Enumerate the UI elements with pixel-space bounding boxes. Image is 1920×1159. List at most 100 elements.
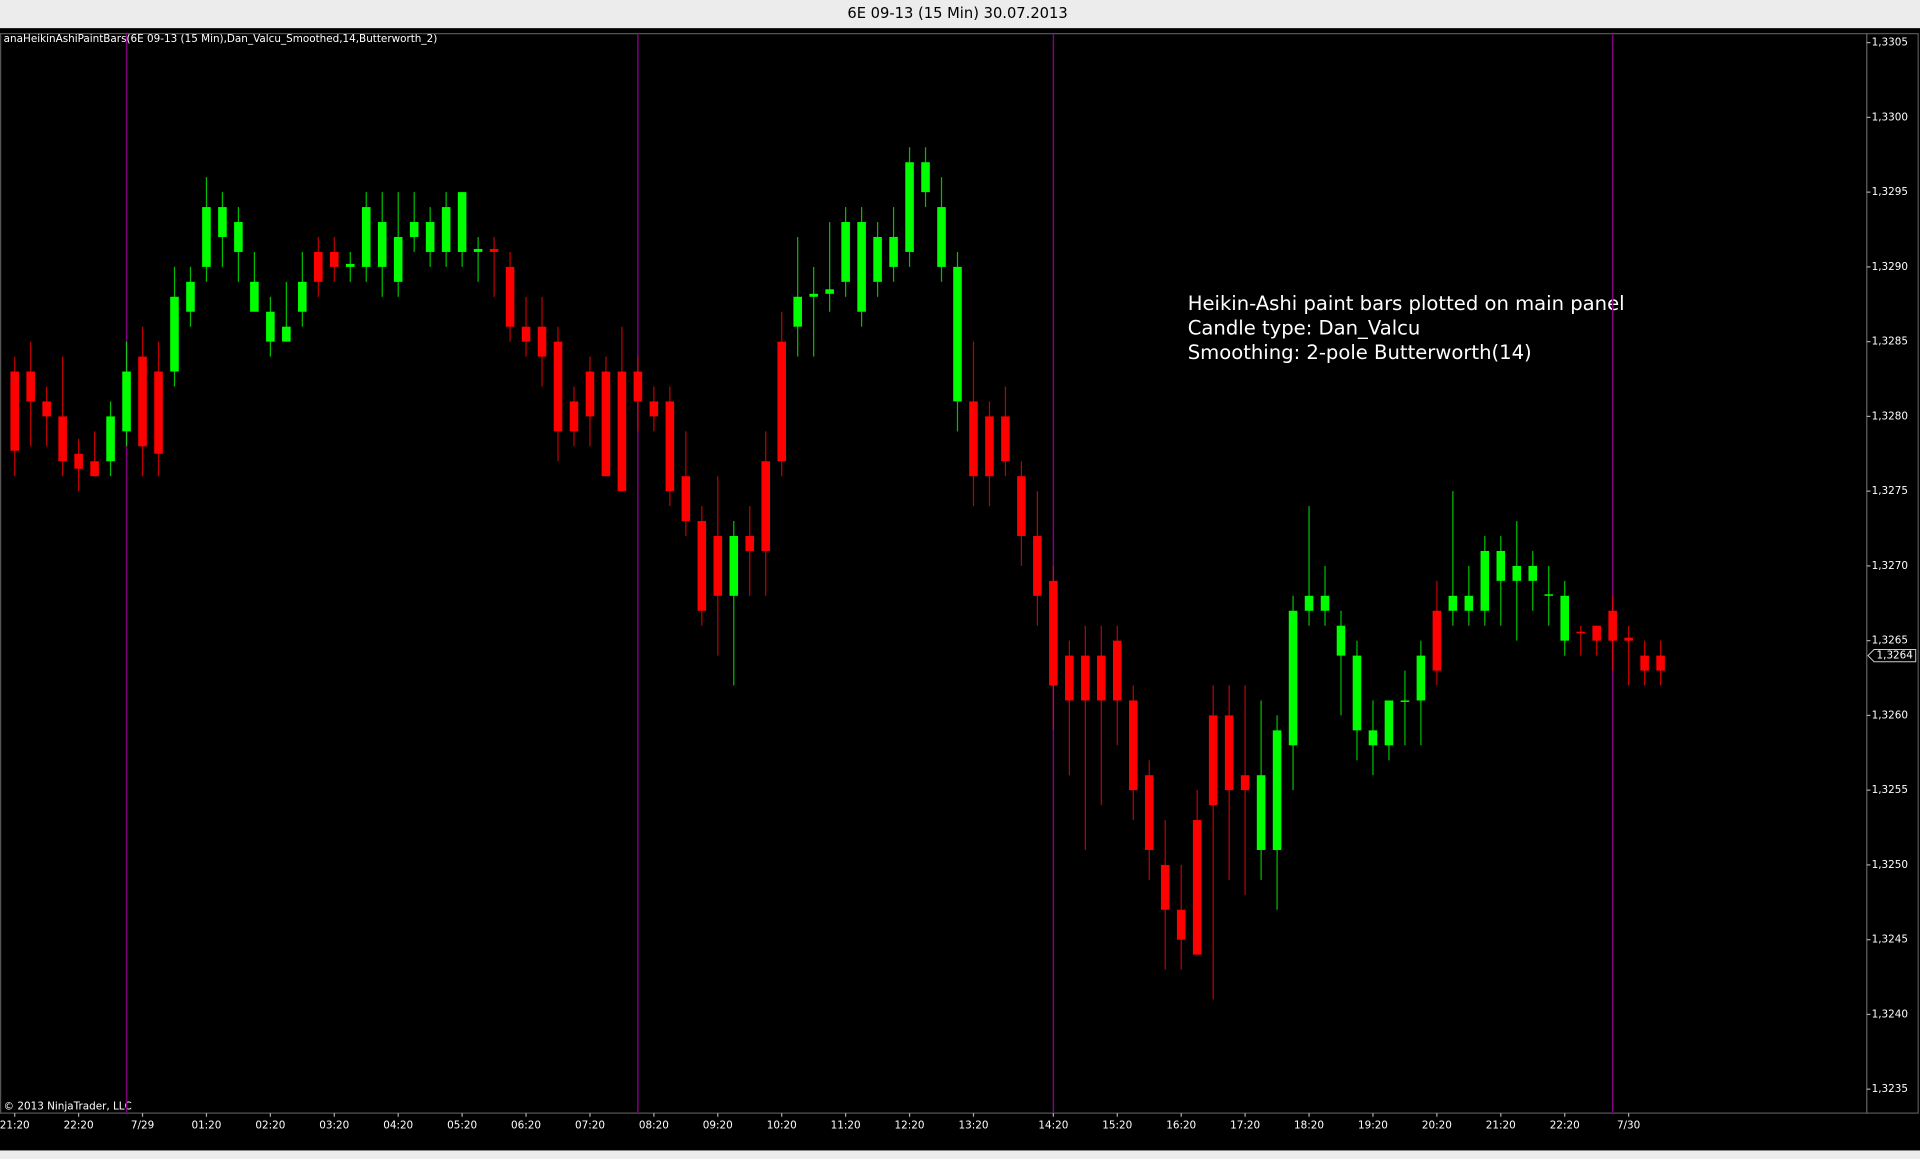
x-tick-label: 19:20 [1358,1119,1388,1131]
candle-body [505,266,515,327]
annotation-line: Candle type: Dan_Valcu [1188,317,1421,340]
candle-body [1512,565,1522,581]
chart-title: 6E 09-13 (15 Min) 30.07.2013 [847,5,1067,22]
candle-body [1336,625,1346,656]
x-tick-label: 05:20 [447,1119,477,1131]
candle-body [1464,595,1474,611]
candle-body [553,341,563,432]
y-tick-label: 1,3245 [1872,934,1908,946]
candle-body [1304,595,1314,611]
candle-body [90,461,99,477]
y-tick-label: 1,3290 [1872,261,1908,273]
candle-body [1049,580,1058,686]
candle-body [937,207,946,267]
title-bar [0,0,1920,29]
y-tick-label: 1,3260 [1872,709,1908,721]
candle-body [186,281,195,312]
candle-body [473,248,483,252]
candle-body [1608,610,1617,641]
candle-body [1113,640,1122,701]
y-tick-label: 1,3305 [1872,37,1908,49]
candle-body [1640,655,1649,671]
x-tick-label: 22:20 [1550,1119,1580,1131]
candle-body [122,371,131,432]
candle-body [521,326,531,342]
candle-body [489,248,499,252]
candle-body [953,266,962,402]
candle-body [1240,775,1250,791]
candle-body [1448,595,1458,611]
candle-body [569,401,579,432]
y-tick-label: 1,3285 [1872,336,1908,348]
candle-body [825,289,834,294]
x-tick-label: 21:20 [0,1119,30,1131]
candle-body [457,192,467,252]
candle-body [601,371,611,477]
candle-body [1176,909,1186,940]
candle-body [58,416,67,462]
candle-body [409,222,419,237]
y-tick-label: 1,3265 [1872,635,1908,647]
candle-body [234,222,243,252]
candle-body [138,356,147,447]
candle-body [393,236,403,282]
candle-body [298,281,307,312]
candle-body [330,251,339,267]
x-tick-label: 07:20 [575,1119,605,1131]
candle-body [441,207,451,252]
candle-body [314,251,323,282]
candle-body [1144,775,1154,850]
last-price-marker [1867,649,1917,663]
y-tick-label: 1,3250 [1872,859,1908,871]
x-tick-label: 15:20 [1102,1119,1132,1131]
candle-body [1081,655,1090,701]
candle-body [1656,655,1665,671]
candle-body [1256,775,1266,850]
y-tick-label: 1,3280 [1872,410,1908,422]
candle-body [665,401,675,492]
candle-body [106,416,115,462]
candle-body [1368,730,1378,746]
candle-body [10,371,19,451]
annotation-line: Heikin-Ashi paint bars plotted on main p… [1188,292,1625,315]
candle-body [617,371,627,492]
candle-body [1416,655,1426,701]
x-tick-label: 04:20 [383,1119,413,1131]
candle-body [1001,416,1010,462]
candle-body [1624,637,1633,641]
candle-body [1208,715,1218,806]
candle-body [170,296,179,372]
y-tick-label: 1,3270 [1872,560,1908,572]
x-tick-label: 11:20 [831,1119,861,1131]
candle-body [1560,595,1569,641]
candle-body [1192,820,1202,955]
y-axis-frame [1866,33,1919,1114]
copyright: © 2013 NinjaTrader, LLC [4,1100,132,1112]
candle-body [713,536,723,596]
candle-body [985,416,994,477]
candle-body [633,371,643,402]
candle-body [26,371,35,402]
x-tick-label: 13:20 [958,1119,988,1131]
x-tick-label: 09:20 [703,1119,733,1131]
y-tick-label: 1,3300 [1872,111,1908,123]
annotation-line: Smoothing: 2-pole Butterworth(14) [1188,341,1532,364]
indicator-label: anaHeikinAshiPaintBars(6E 09-13 (15 Min)… [4,33,438,45]
candle-body [345,263,355,267]
y-tick-label: 1,3240 [1872,1008,1908,1020]
candle-body [1400,700,1410,702]
x-tick-label: 14:20 [1038,1119,1068,1131]
candle-body [282,326,291,342]
candle-body [202,207,211,267]
candle-body [1272,730,1282,850]
candle-body [841,222,850,282]
candle-body [1320,595,1330,611]
candle-body [250,281,259,312]
candle-body [793,296,802,327]
x-tick-label: 7/30 [1617,1119,1640,1131]
x-tick-label: 03:20 [319,1119,349,1131]
candle-body [1017,476,1026,537]
last-price-label: 1,3264 [1877,650,1914,662]
candle-body [697,521,707,611]
candle-body [377,222,387,267]
